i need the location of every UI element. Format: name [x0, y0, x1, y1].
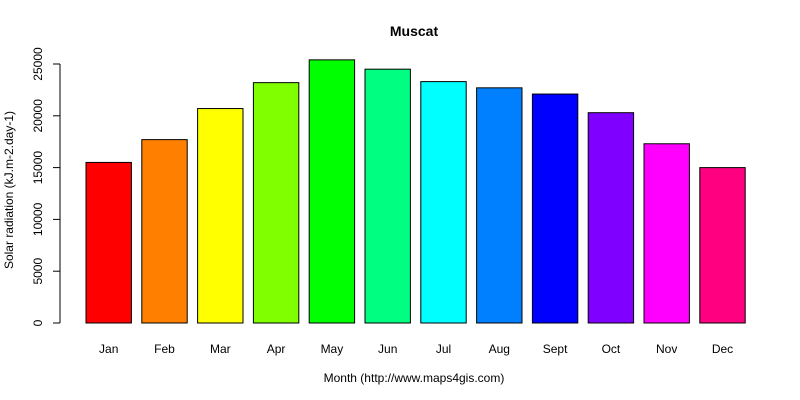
bar-dec [699, 167, 746, 324]
y-tick-label: 5000 [31, 258, 45, 285]
y-tick-label: 0 [31, 319, 45, 326]
y-tick-label: 25000 [31, 47, 45, 81]
x-axis-title: Month (http://www.maps4gis.com) [324, 371, 505, 385]
x-tick-label: Jan [99, 342, 118, 356]
x-tick-label: Jun [378, 342, 397, 356]
chart-title: Muscat [390, 23, 439, 39]
x-tick-label: Apr [267, 342, 286, 356]
bar-jan [85, 161, 132, 324]
bar-aug [476, 87, 523, 324]
bar-oct [587, 112, 635, 324]
bar-series [85, 59, 746, 324]
bar-mar [197, 108, 244, 324]
y-axis: 0 5000 10000 15000 20000 25000 [31, 47, 61, 326]
bar-feb [141, 139, 188, 324]
x-tick-label: Jul [436, 342, 451, 356]
bar-nov [643, 143, 690, 324]
x-tick-label: Feb [154, 342, 175, 356]
x-axis-labels: Jan Feb Mar Apr May Jun Jul Aug Sept Oct Nov Dec [99, 342, 733, 356]
x-tick-label: May [321, 342, 344, 356]
x-tick-label: Mar [210, 342, 231, 356]
y-axis-title: Solar radiation (kJ.m-2.day-1) [2, 111, 16, 269]
bar-may [308, 59, 356, 324]
y-tick-label: 15000 [31, 151, 45, 185]
y-tick-label: 10000 [31, 202, 45, 236]
bar-jun [364, 68, 411, 324]
x-tick-label: Dec [712, 342, 733, 356]
x-tick-label: Oct [602, 342, 621, 356]
bar-apr [252, 82, 300, 324]
x-tick-label: Sept [543, 342, 568, 356]
y-tick-label: 20000 [31, 99, 45, 133]
x-tick-label: Aug [489, 342, 510, 356]
bar-sept [531, 93, 579, 324]
x-tick-label: Nov [656, 342, 677, 356]
bar-jul [420, 81, 467, 324]
